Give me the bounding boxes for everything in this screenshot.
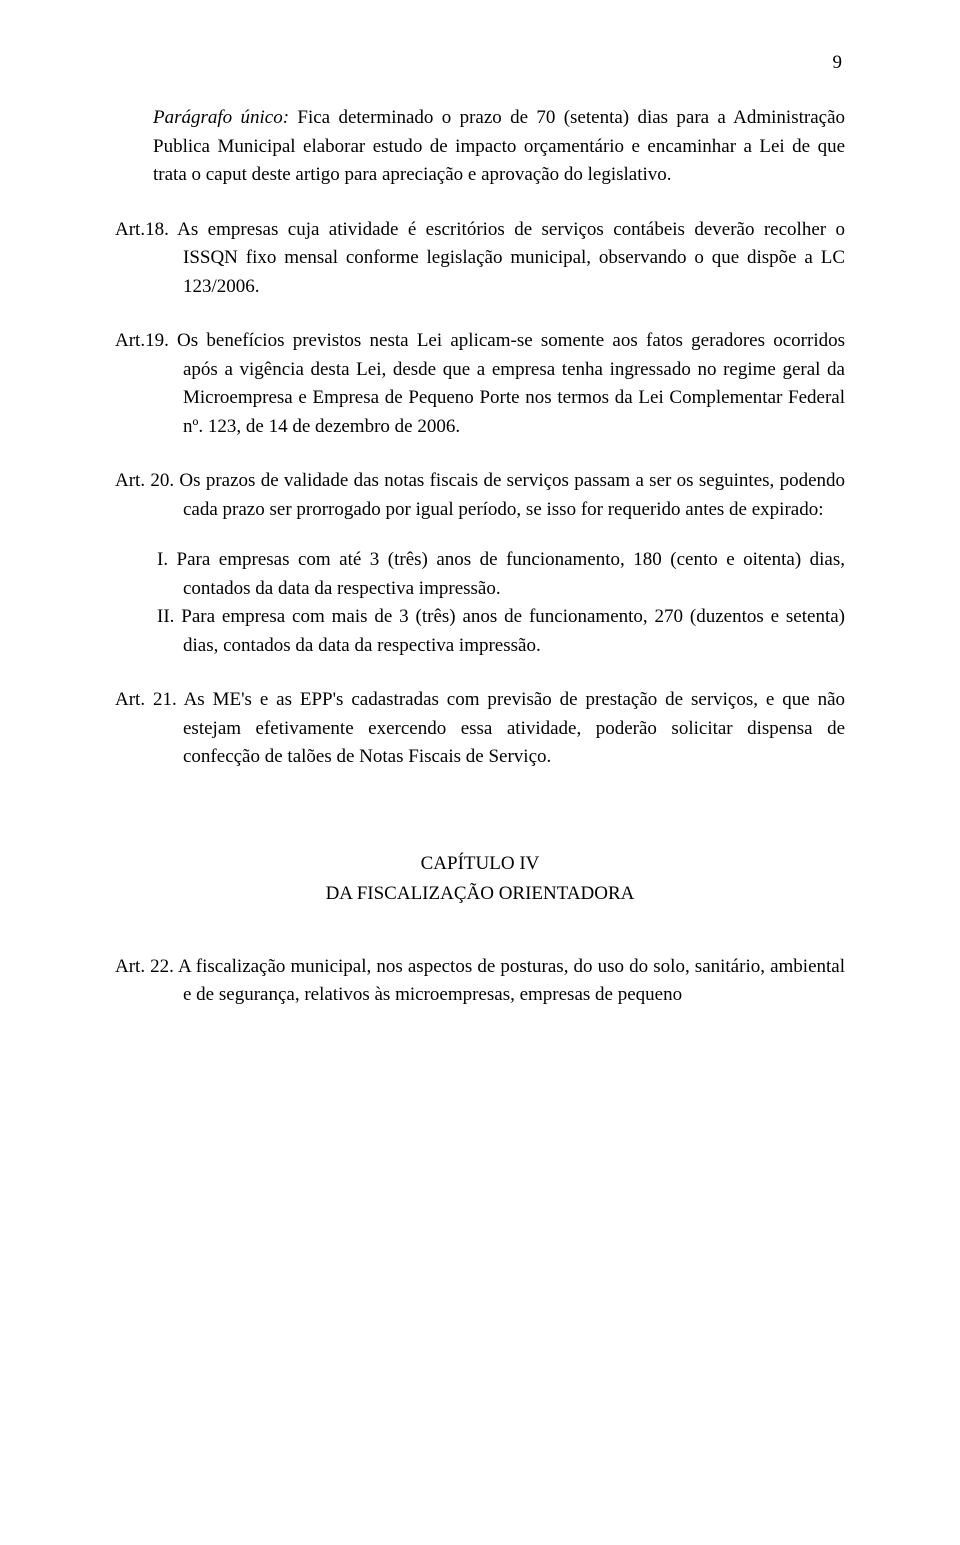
article-22-text: A fiscalização municipal, nos aspectos d… [174,956,845,1006]
article-19: Art.19. Os benefícios previstos nesta Le… [115,327,845,441]
roman-item-1: I. Para empresas com até 3 (três) anos d… [115,546,845,603]
article-19-label: Art.19. [115,330,169,351]
article-20-label: Art. 20. [115,470,174,491]
article-22: Art. 22. A fiscalização municipal, nos a… [115,953,845,1010]
article-18-label: Art.18. [115,219,169,240]
roman-2-label: II. [157,606,174,627]
article-21-label: Art. 21. [115,689,177,710]
article-20-text: Os prazos de validade das notas fiscais … [174,470,845,520]
article-18: Art.18. As empresas cuja atividade é esc… [115,216,845,302]
chapter-subtitle: DA FISCALIZAÇÃO ORIENTADORA [115,880,845,909]
article-20: Art. 20. Os prazos de validade das notas… [115,467,845,524]
paragrafo-unico: Parágrafo único: Fica determinado o praz… [115,104,845,190]
article-21: Art. 21. As ME's e as EPP's cadastradas … [115,686,845,772]
document-body: Parágrafo único: Fica determinado o praz… [115,104,845,1010]
roman-2-text: Para empresa com mais de 3 (três) anos d… [174,606,845,656]
paragrafo-unico-label: Parágrafo único: [153,107,289,128]
roman-item-2: II. Para empresa com mais de 3 (três) an… [115,603,845,660]
article-19-text: Os benefícios previstos nesta Lei aplica… [169,330,845,437]
article-18-text: As empresas cuja atividade é escritórios… [169,219,845,297]
page-number: 9 [833,52,843,74]
article-22-label: Art. 22. [115,956,174,977]
roman-1-text: Para empresas com até 3 (três) anos de f… [168,549,845,599]
roman-list: I. Para empresas com até 3 (três) anos d… [115,546,845,660]
roman-1-label: I. [157,549,168,570]
article-21-text: As ME's e as EPP's cadastradas com previ… [177,689,845,767]
chapter-title: CAPÍTULO IV [115,850,845,879]
